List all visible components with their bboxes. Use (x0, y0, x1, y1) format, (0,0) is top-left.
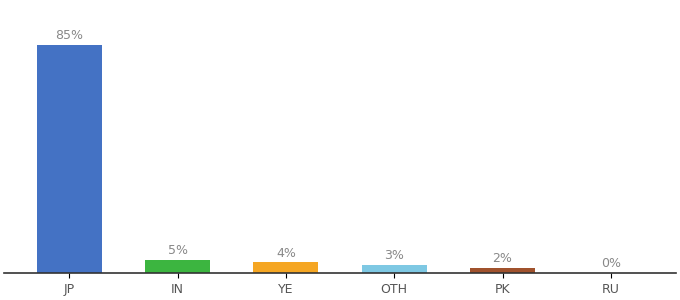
Text: 5%: 5% (167, 244, 188, 257)
Text: 4%: 4% (276, 247, 296, 260)
Bar (145, 260, 210, 273)
Bar (37, 44, 102, 273)
Bar (362, 265, 426, 273)
Text: 85%: 85% (55, 29, 83, 42)
Text: 2%: 2% (492, 252, 513, 265)
Bar (254, 262, 318, 273)
Bar (470, 268, 535, 273)
Text: 0%: 0% (601, 257, 621, 270)
Text: 3%: 3% (384, 249, 404, 262)
